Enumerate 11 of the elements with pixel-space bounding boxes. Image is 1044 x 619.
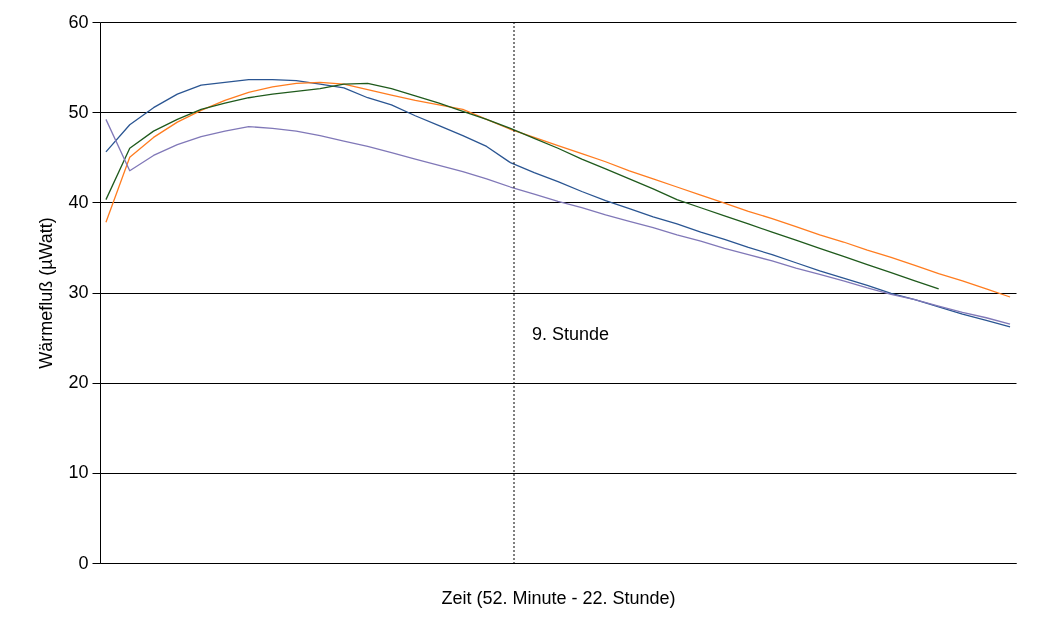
y-tick-label: 10 [68,462,89,483]
y-tick-label: 50 [68,101,89,122]
y-tick-label: 0 [78,552,89,573]
y-tick-label: 30 [68,282,89,302]
annotation: 9. Stunde [532,324,610,344]
y-tick-label: 20 [68,372,89,393]
y-tick-label: 60 [68,11,89,32]
x-axis-title: Zeit (52. Minute - 22. Stunde) [441,587,676,608]
y-tick-label: 40 [68,191,89,212]
line-series [105,118,1011,325]
y-axis-title: Wärmefluß (µWatt) [36,217,57,369]
